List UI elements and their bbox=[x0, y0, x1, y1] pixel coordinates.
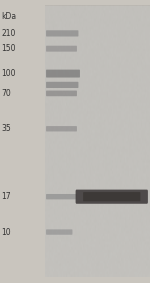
FancyBboxPatch shape bbox=[46, 126, 77, 131]
Text: 70: 70 bbox=[2, 89, 11, 98]
FancyBboxPatch shape bbox=[76, 190, 148, 204]
FancyBboxPatch shape bbox=[46, 46, 77, 52]
FancyBboxPatch shape bbox=[46, 30, 78, 37]
Text: 100: 100 bbox=[2, 69, 16, 78]
Text: 150: 150 bbox=[2, 44, 16, 53]
Bar bbox=[45, 6, 150, 277]
Text: 35: 35 bbox=[2, 124, 11, 133]
Text: 210: 210 bbox=[2, 29, 16, 38]
Text: 17: 17 bbox=[2, 192, 11, 201]
Text: kDa: kDa bbox=[2, 12, 17, 22]
FancyBboxPatch shape bbox=[46, 229, 72, 235]
FancyBboxPatch shape bbox=[46, 82, 78, 88]
FancyBboxPatch shape bbox=[46, 70, 80, 78]
FancyBboxPatch shape bbox=[46, 194, 77, 199]
FancyBboxPatch shape bbox=[46, 91, 77, 96]
Text: 10: 10 bbox=[2, 228, 11, 237]
FancyBboxPatch shape bbox=[83, 192, 140, 201]
